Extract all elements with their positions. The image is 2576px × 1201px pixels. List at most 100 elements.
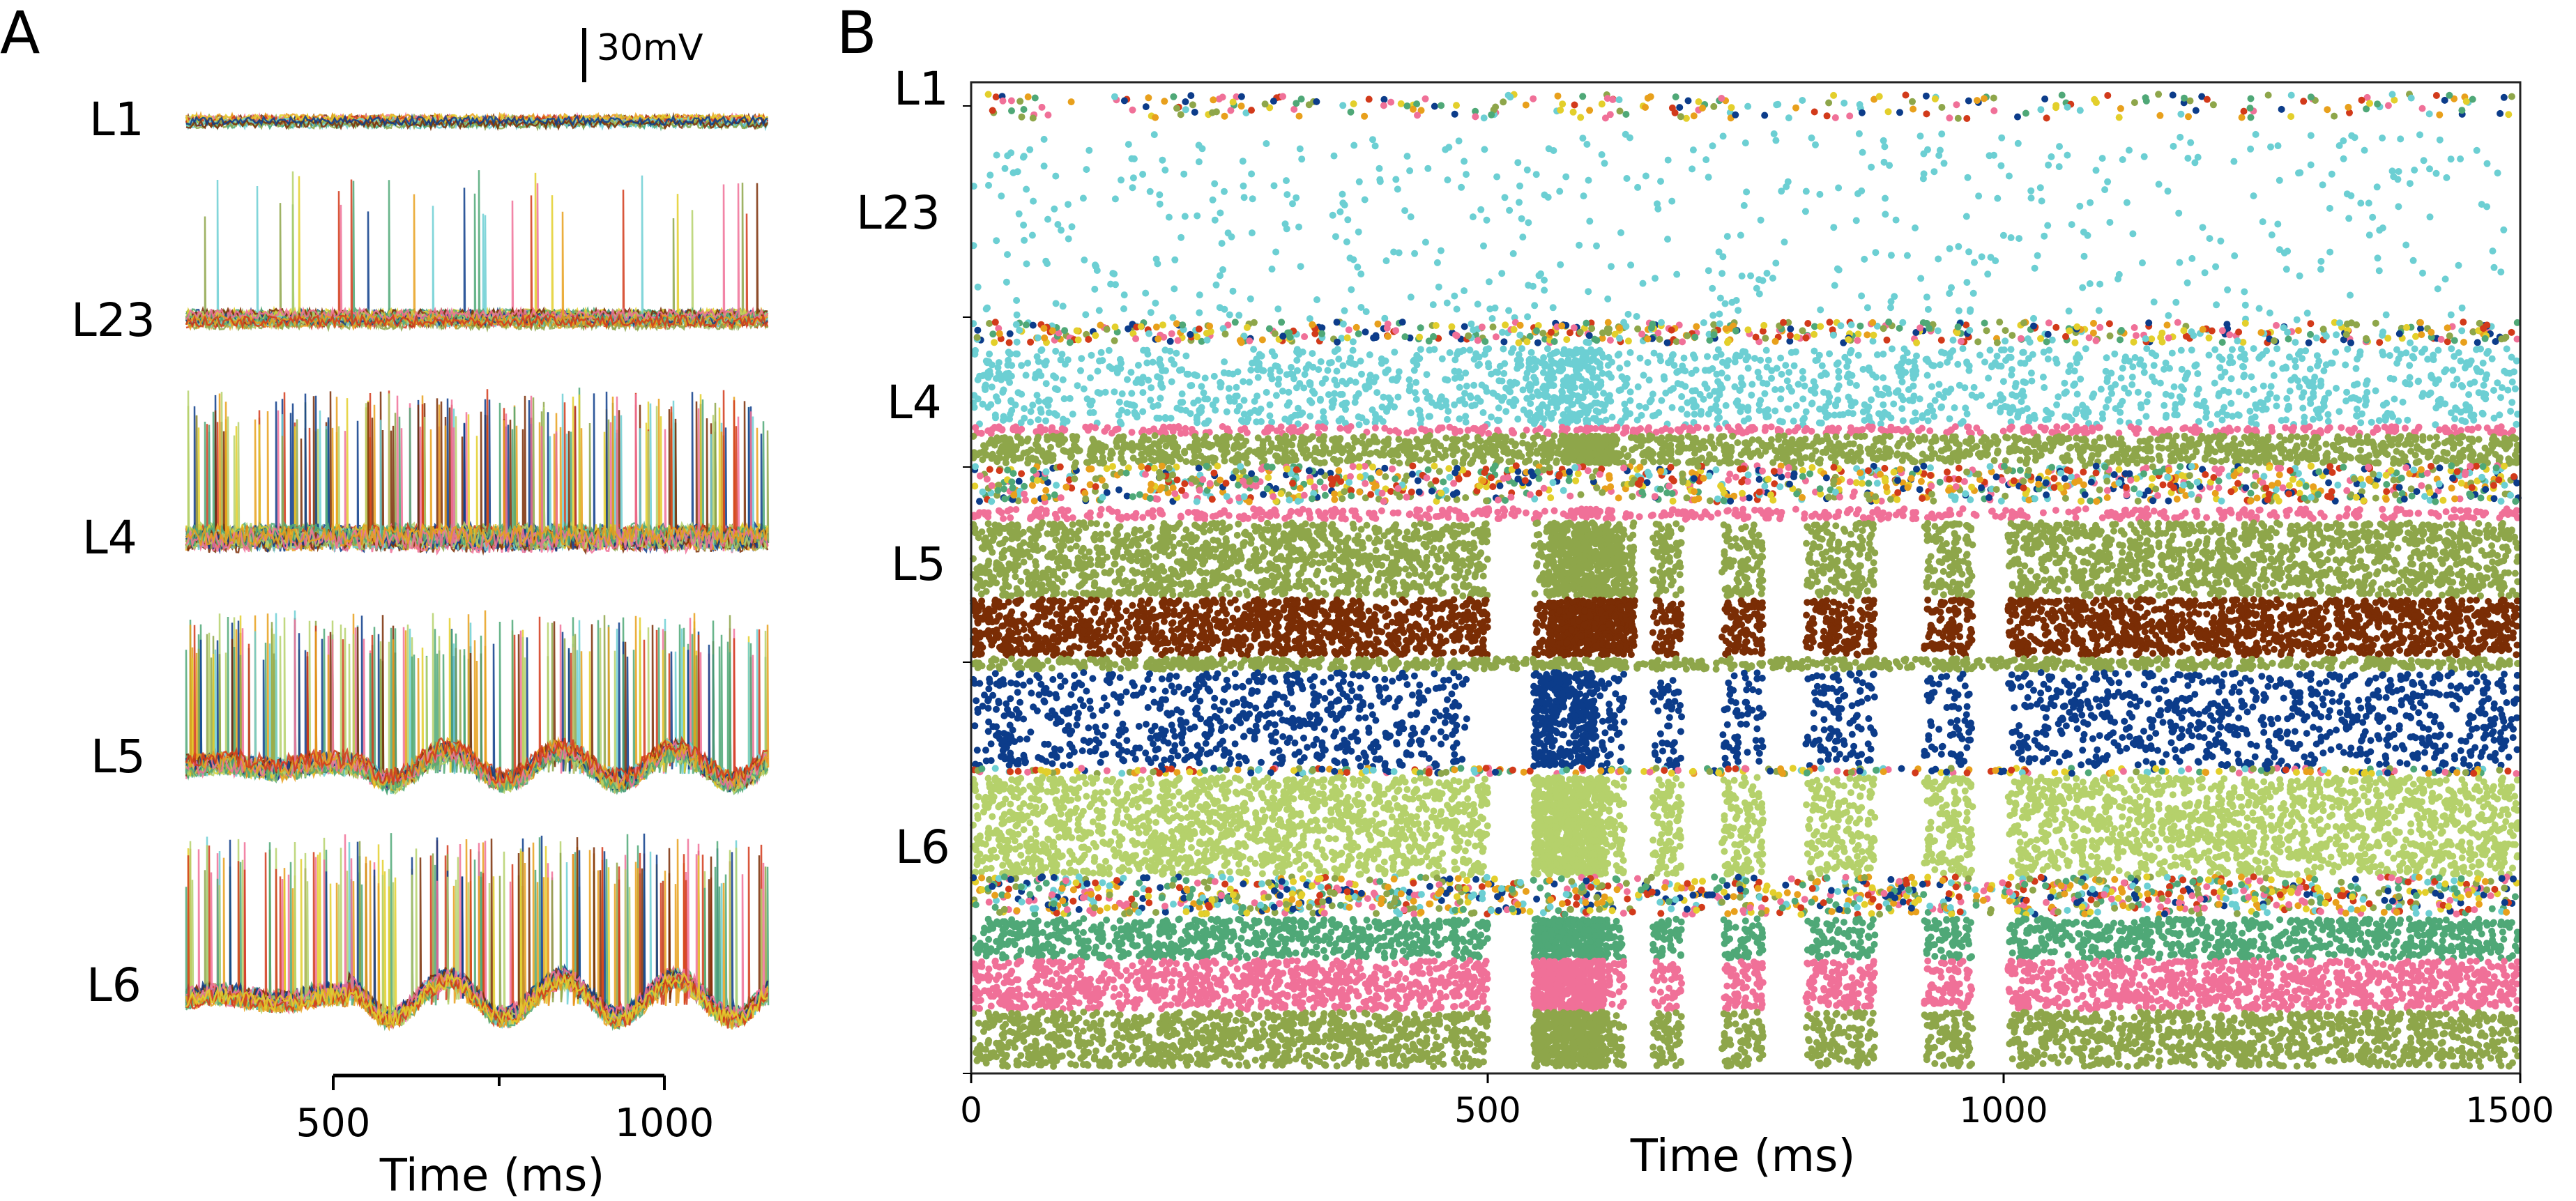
spike-dot bbox=[2338, 424, 2345, 431]
spike-dot bbox=[1023, 372, 1030, 378]
spike-dot bbox=[1173, 405, 1180, 412]
spike-dot bbox=[1249, 229, 1256, 236]
spike-dot bbox=[1217, 272, 1224, 279]
spike-dot bbox=[1108, 430, 1115, 437]
spike-dot bbox=[2358, 97, 2365, 104]
spike-dot bbox=[1997, 391, 2004, 398]
spike-dot bbox=[1966, 327, 1973, 334]
spike-dot bbox=[1528, 349, 1535, 356]
spike-dot bbox=[1514, 415, 1521, 422]
spike-dot bbox=[2248, 415, 2255, 422]
spike-dot bbox=[2438, 336, 2445, 343]
spike-dot bbox=[2065, 368, 2072, 375]
spike-dot bbox=[2366, 100, 2373, 107]
spike-dot bbox=[1857, 323, 1864, 330]
spike-dot bbox=[1341, 201, 1348, 208]
spike-dot bbox=[1035, 335, 1042, 342]
spike-dot bbox=[1161, 98, 1168, 105]
spike-dot bbox=[1785, 384, 1792, 391]
spike-dot bbox=[1713, 371, 1720, 378]
spike-dot bbox=[2006, 173, 2013, 180]
spike-dot bbox=[2009, 391, 2015, 398]
spike-dot bbox=[1882, 195, 1889, 202]
spike-dot bbox=[1787, 326, 1794, 332]
spike-dot bbox=[1811, 331, 1817, 338]
spike-dot bbox=[1578, 402, 1585, 409]
spike-dot bbox=[2066, 328, 2073, 335]
spike-dot bbox=[2151, 362, 2158, 369]
spike-dot bbox=[1802, 208, 1809, 215]
spike-dot bbox=[2512, 385, 2519, 392]
spike-dot bbox=[1744, 404, 1751, 411]
spike-dot bbox=[1150, 425, 1157, 432]
spike-dot bbox=[1716, 425, 1723, 432]
spike-dot bbox=[1352, 378, 1359, 385]
spike-dot bbox=[1588, 325, 1595, 332]
spike-dot bbox=[1225, 229, 1232, 236]
spike-dot bbox=[1848, 321, 1855, 328]
spike-dot bbox=[1494, 369, 1501, 376]
spike-dot bbox=[1438, 102, 1445, 109]
spike-dot bbox=[2211, 380, 2218, 387]
spike-dot bbox=[2174, 319, 2181, 326]
spike-dot bbox=[1129, 184, 1136, 191]
spike-dot bbox=[2213, 301, 2220, 308]
spike-dot bbox=[1410, 106, 1417, 113]
spike-dot bbox=[1124, 376, 1131, 383]
spike-dot bbox=[1451, 356, 1458, 363]
spike-dot bbox=[1511, 379, 1518, 386]
spike-dot bbox=[1018, 362, 1025, 369]
spike-dot bbox=[1725, 337, 1732, 344]
spike-dot bbox=[1157, 382, 1164, 389]
spike-dot bbox=[1640, 280, 1647, 287]
spike-dot bbox=[1823, 414, 1830, 421]
spike-dot bbox=[2229, 413, 2236, 420]
spike-dot bbox=[2103, 354, 2110, 361]
spike-dot bbox=[2345, 104, 2352, 111]
spike-dot bbox=[1751, 355, 1758, 362]
spike-dot bbox=[1306, 413, 1313, 420]
spike-dot bbox=[2406, 362, 2413, 369]
spike-dot bbox=[1544, 393, 1551, 400]
spike-dot bbox=[1970, 290, 1977, 297]
spike-dot bbox=[2421, 157, 2428, 164]
spike-dot bbox=[1238, 93, 1245, 100]
spike-dot bbox=[1945, 389, 1952, 396]
spike-raster bbox=[970, 91, 2522, 1070]
spike-dot bbox=[1573, 367, 1580, 374]
spike-dot bbox=[2212, 263, 2219, 270]
spike-dot bbox=[1657, 357, 1664, 364]
spike-dot bbox=[2073, 323, 2080, 330]
spike-dot bbox=[1598, 401, 1605, 408]
spike-dot bbox=[2124, 199, 2131, 206]
spike-dot bbox=[1194, 419, 1201, 426]
voltage-trace bbox=[186, 173, 768, 320]
spike-dot bbox=[1854, 330, 1861, 337]
spike-dot bbox=[1872, 249, 1879, 256]
spike-dot bbox=[1981, 95, 1988, 102]
spike-dot bbox=[1793, 334, 1800, 341]
spike-dot bbox=[2459, 383, 2466, 390]
spike-dot bbox=[1550, 147, 1557, 154]
spike-dot bbox=[1350, 142, 1357, 149]
spike-dot bbox=[1900, 396, 1907, 403]
spike-dot bbox=[1221, 306, 1228, 313]
spike-dot bbox=[2164, 321, 2171, 328]
spike-dot bbox=[987, 401, 994, 408]
spike-dot bbox=[1567, 329, 1573, 336]
spike-dot bbox=[2000, 378, 2007, 385]
spike-dot bbox=[1583, 410, 1590, 417]
spike-dot bbox=[2241, 289, 2248, 296]
spike-dot bbox=[2053, 401, 2060, 408]
spike-dot bbox=[1147, 397, 1154, 404]
spike-dot bbox=[2308, 162, 2315, 169]
spike-dot bbox=[1128, 390, 1135, 397]
spike-dot bbox=[2395, 355, 2402, 362]
spike-dot bbox=[1203, 420, 1210, 427]
spike-dot bbox=[2361, 147, 2368, 154]
spike-dot bbox=[1096, 307, 1103, 314]
spike-dot bbox=[1946, 245, 1953, 252]
spike-dot bbox=[2063, 388, 2070, 395]
spike-dot bbox=[1685, 98, 1692, 105]
spike-dot bbox=[1015, 389, 1022, 396]
